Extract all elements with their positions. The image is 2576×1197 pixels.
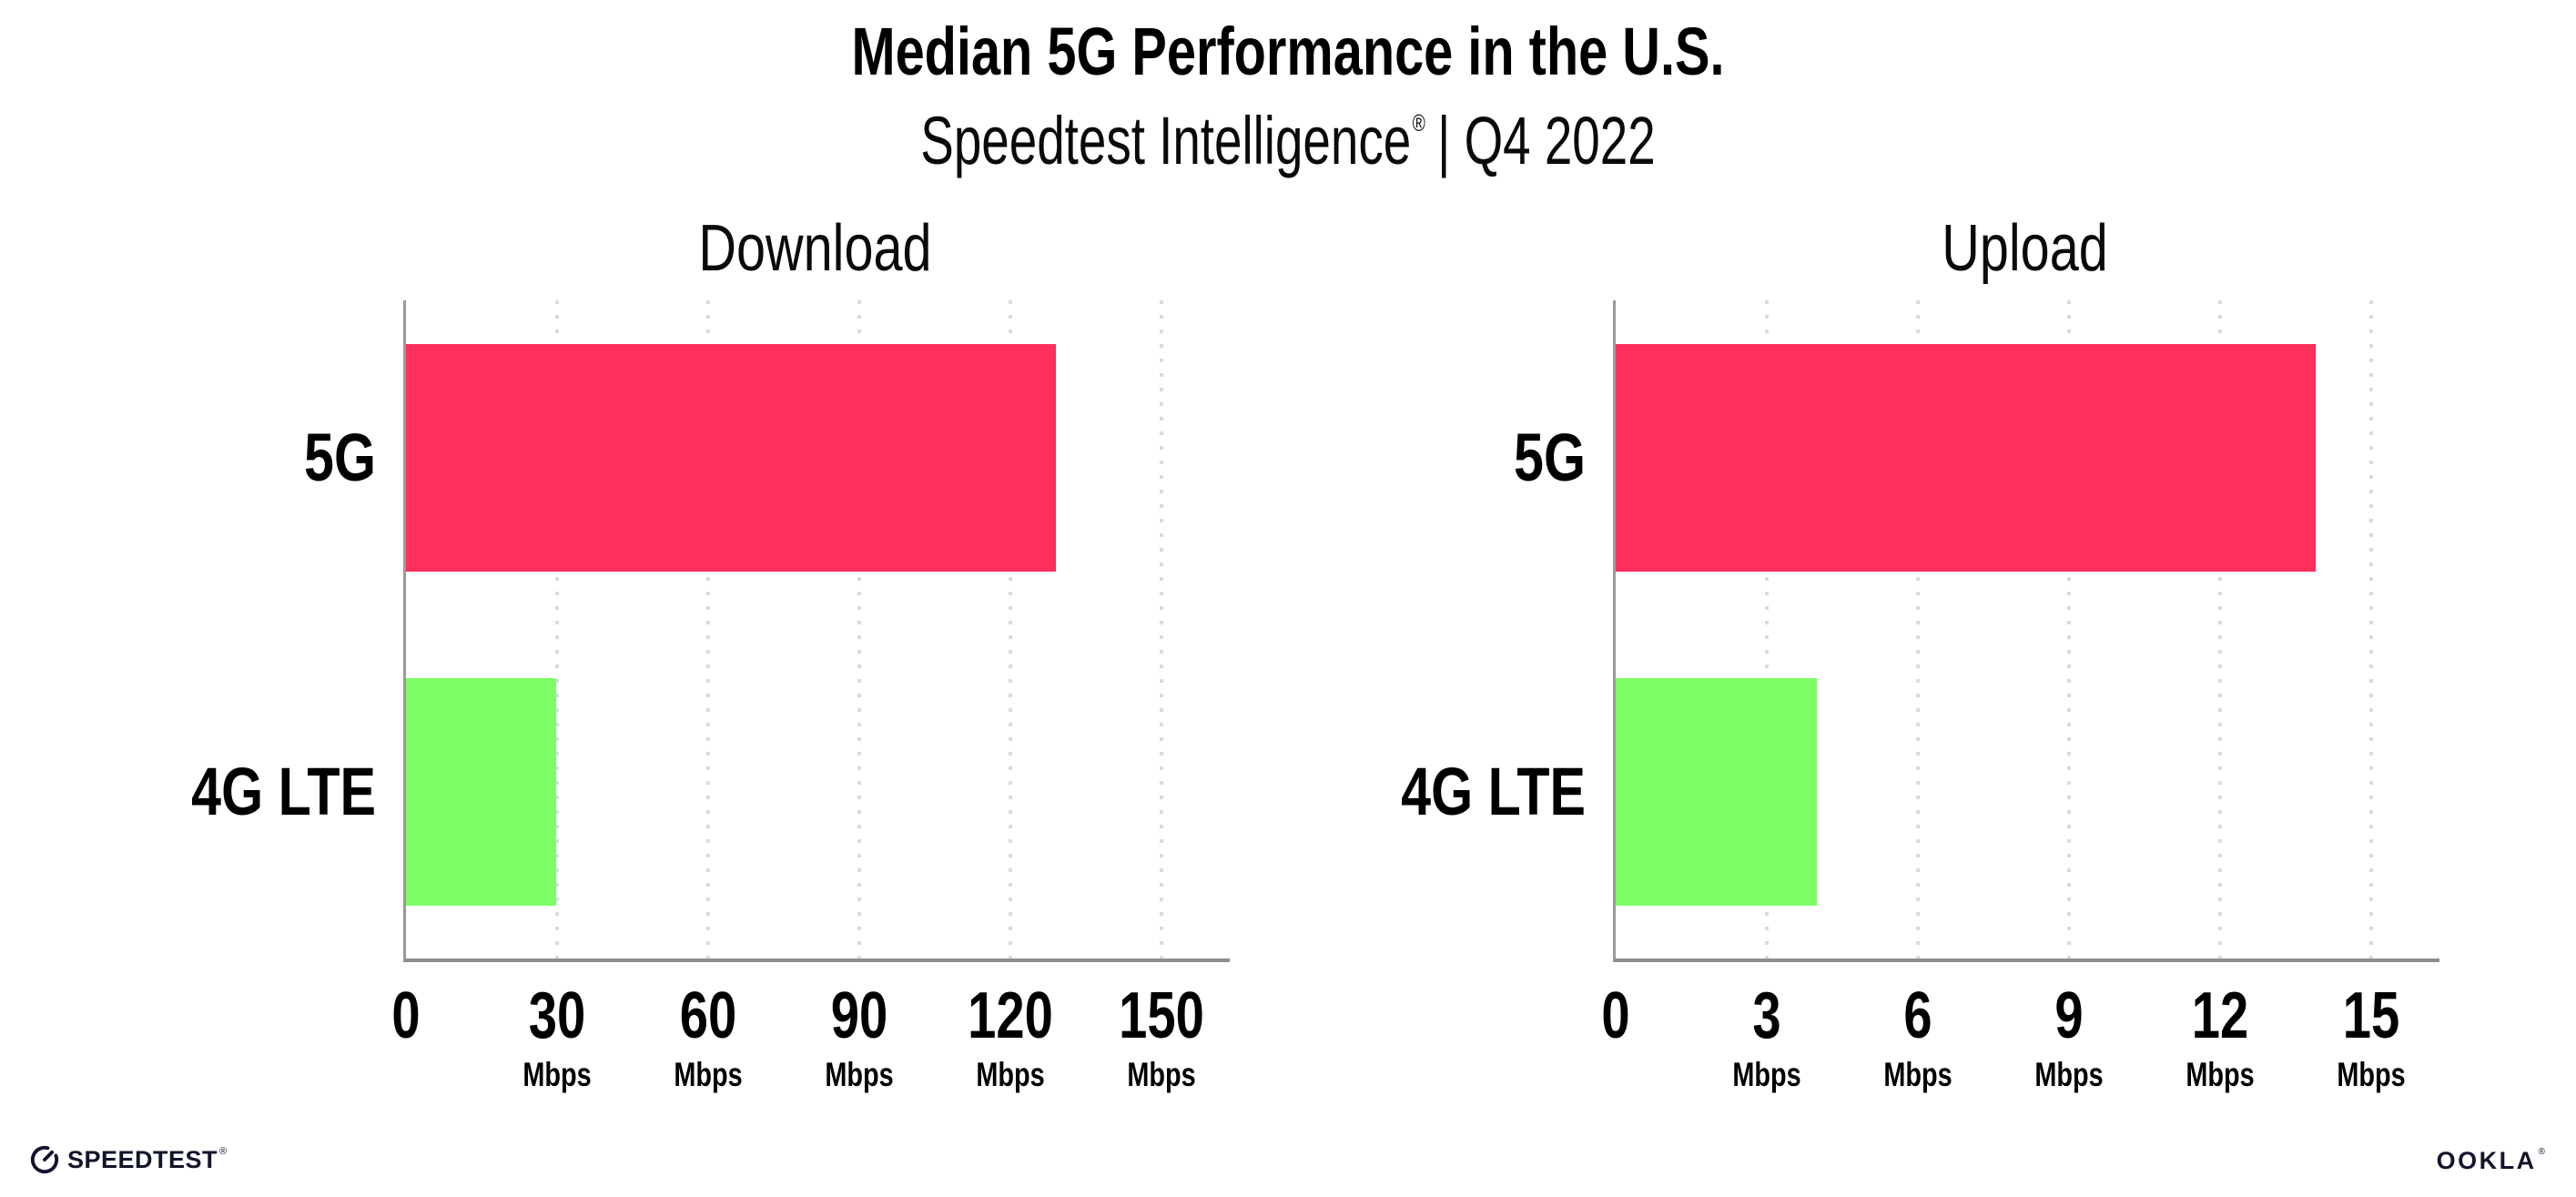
gridline xyxy=(2368,300,2373,959)
x-tick-unit-label: Mbps xyxy=(2337,1056,2406,1093)
gridline xyxy=(1008,300,1012,959)
download-chart-title: Download xyxy=(698,212,932,285)
x-axis-tick-0-download: 0 xyxy=(333,979,479,1052)
speedtest-logo: SPEEDTEST ® xyxy=(29,1143,227,1176)
x-axis-tick-3-upload: 3 Mbps xyxy=(1694,979,1840,1096)
speedtest-wordmark: SPEEDTEST xyxy=(67,1145,218,1173)
x-axis-tick-150-download: 150 Mbps xyxy=(1089,979,1234,1096)
x-tick-label: 30 xyxy=(528,979,586,1052)
x-axis-tick-30-download: 30 Mbps xyxy=(484,979,630,1096)
download-plot-area: 0 30 Mbps 60 Mbps 90 Mbps 120 Mbps 150 Mbps 5G 4G LT… xyxy=(191,300,1230,1093)
x-tick-unit-label: Mbps xyxy=(2034,1056,2104,1093)
upload-plot-area: 0 3 Mbps 6 Mbps 9 Mbps 12 Mbps 15 Mbps 5G 4G LTE xyxy=(1401,300,2439,1093)
x-tick-unit-label: Mbps xyxy=(1883,1056,1952,1093)
upload-chart-title: Upload xyxy=(1942,212,2108,285)
x-tick-unit-label: Mbps xyxy=(522,1056,592,1093)
x-tick-unit-label: Mbps xyxy=(674,1056,743,1093)
x-axis-tick-60-download: 60 Mbps xyxy=(635,979,781,1096)
ookla-logo: OOKLA ® xyxy=(2437,1145,2545,1176)
bar-4g-lte-upload xyxy=(1616,678,1818,906)
x-axis-tick-15-upload: 15 Mbps xyxy=(2298,979,2444,1096)
gridline xyxy=(554,300,559,959)
x-tick-unit-label: Mbps xyxy=(825,1056,894,1093)
x-tick-label: 9 xyxy=(2054,979,2084,1052)
bar-5g-download xyxy=(406,344,1057,572)
x-axis-tick-9-upload: 9 Mbps xyxy=(1996,979,2142,1096)
x-tick-unit-label: Mbps xyxy=(1127,1056,1196,1093)
registered-trademark-mark: ® xyxy=(1412,109,1425,137)
category-label-5g: 5G xyxy=(304,420,376,495)
page-title: Median 5G Performance in the U.S. xyxy=(851,14,1725,89)
ookla-registered-mark: ® xyxy=(2538,1146,2545,1157)
x-tick-label: 60 xyxy=(679,979,737,1052)
x-axis-tick-6-upload: 6 Mbps xyxy=(1845,979,1991,1096)
gridline xyxy=(2066,300,2071,959)
x-axis-tick-0-upload: 0 xyxy=(1543,979,1689,1052)
x-tick-unit-label: Mbps xyxy=(1732,1056,1801,1093)
x-tick-label: 120 xyxy=(967,979,1053,1052)
x-tick-label: 3 xyxy=(1752,979,1781,1052)
category-label-5g: 5G xyxy=(1514,420,1586,495)
x-tick-label: 6 xyxy=(1903,979,1932,1052)
x-tick-label: 0 xyxy=(1601,979,1630,1052)
page-subtitle: Speedtest Intelligence® | Q4 2022 xyxy=(335,91,2241,191)
ookla-wordmark: OOKLA xyxy=(2436,1146,2537,1174)
gridline xyxy=(857,300,861,959)
category-label-4g-lte: 4G LTE xyxy=(1401,754,1586,829)
gridline xyxy=(1159,300,1163,959)
x-tick-label: 15 xyxy=(2342,979,2400,1052)
speedtest-registered-mark: ® xyxy=(219,1146,228,1157)
x-tick-unit-label: Mbps xyxy=(976,1056,1045,1093)
gridline xyxy=(705,300,710,959)
speedtest-gauge-icon xyxy=(29,1144,60,1175)
x-axis-tick-90-download: 90 Mbps xyxy=(786,979,932,1096)
x-tick-label: 90 xyxy=(830,979,888,1052)
subtitle-period: | Q4 2022 xyxy=(1437,103,1656,178)
gridline xyxy=(2217,300,2222,959)
category-label-4g-lte: 4G LTE xyxy=(191,754,376,829)
x-tick-label: 150 xyxy=(1118,979,1204,1052)
subtitle-brand: Speedtest Intelligence xyxy=(920,103,1412,178)
x-tick-unit-label: Mbps xyxy=(2186,1056,2255,1093)
x-axis-tick-12-upload: 12 Mbps xyxy=(2147,979,2293,1096)
x-tick-label: 12 xyxy=(2191,979,2249,1052)
x-tick-label: 0 xyxy=(391,979,421,1052)
bar-4g-lte-download xyxy=(406,678,557,906)
gridline xyxy=(1764,300,1769,959)
gridline xyxy=(1915,300,1920,959)
bar-5g-upload xyxy=(1616,344,2316,572)
x-axis-tick-120-download: 120 Mbps xyxy=(938,979,1083,1096)
